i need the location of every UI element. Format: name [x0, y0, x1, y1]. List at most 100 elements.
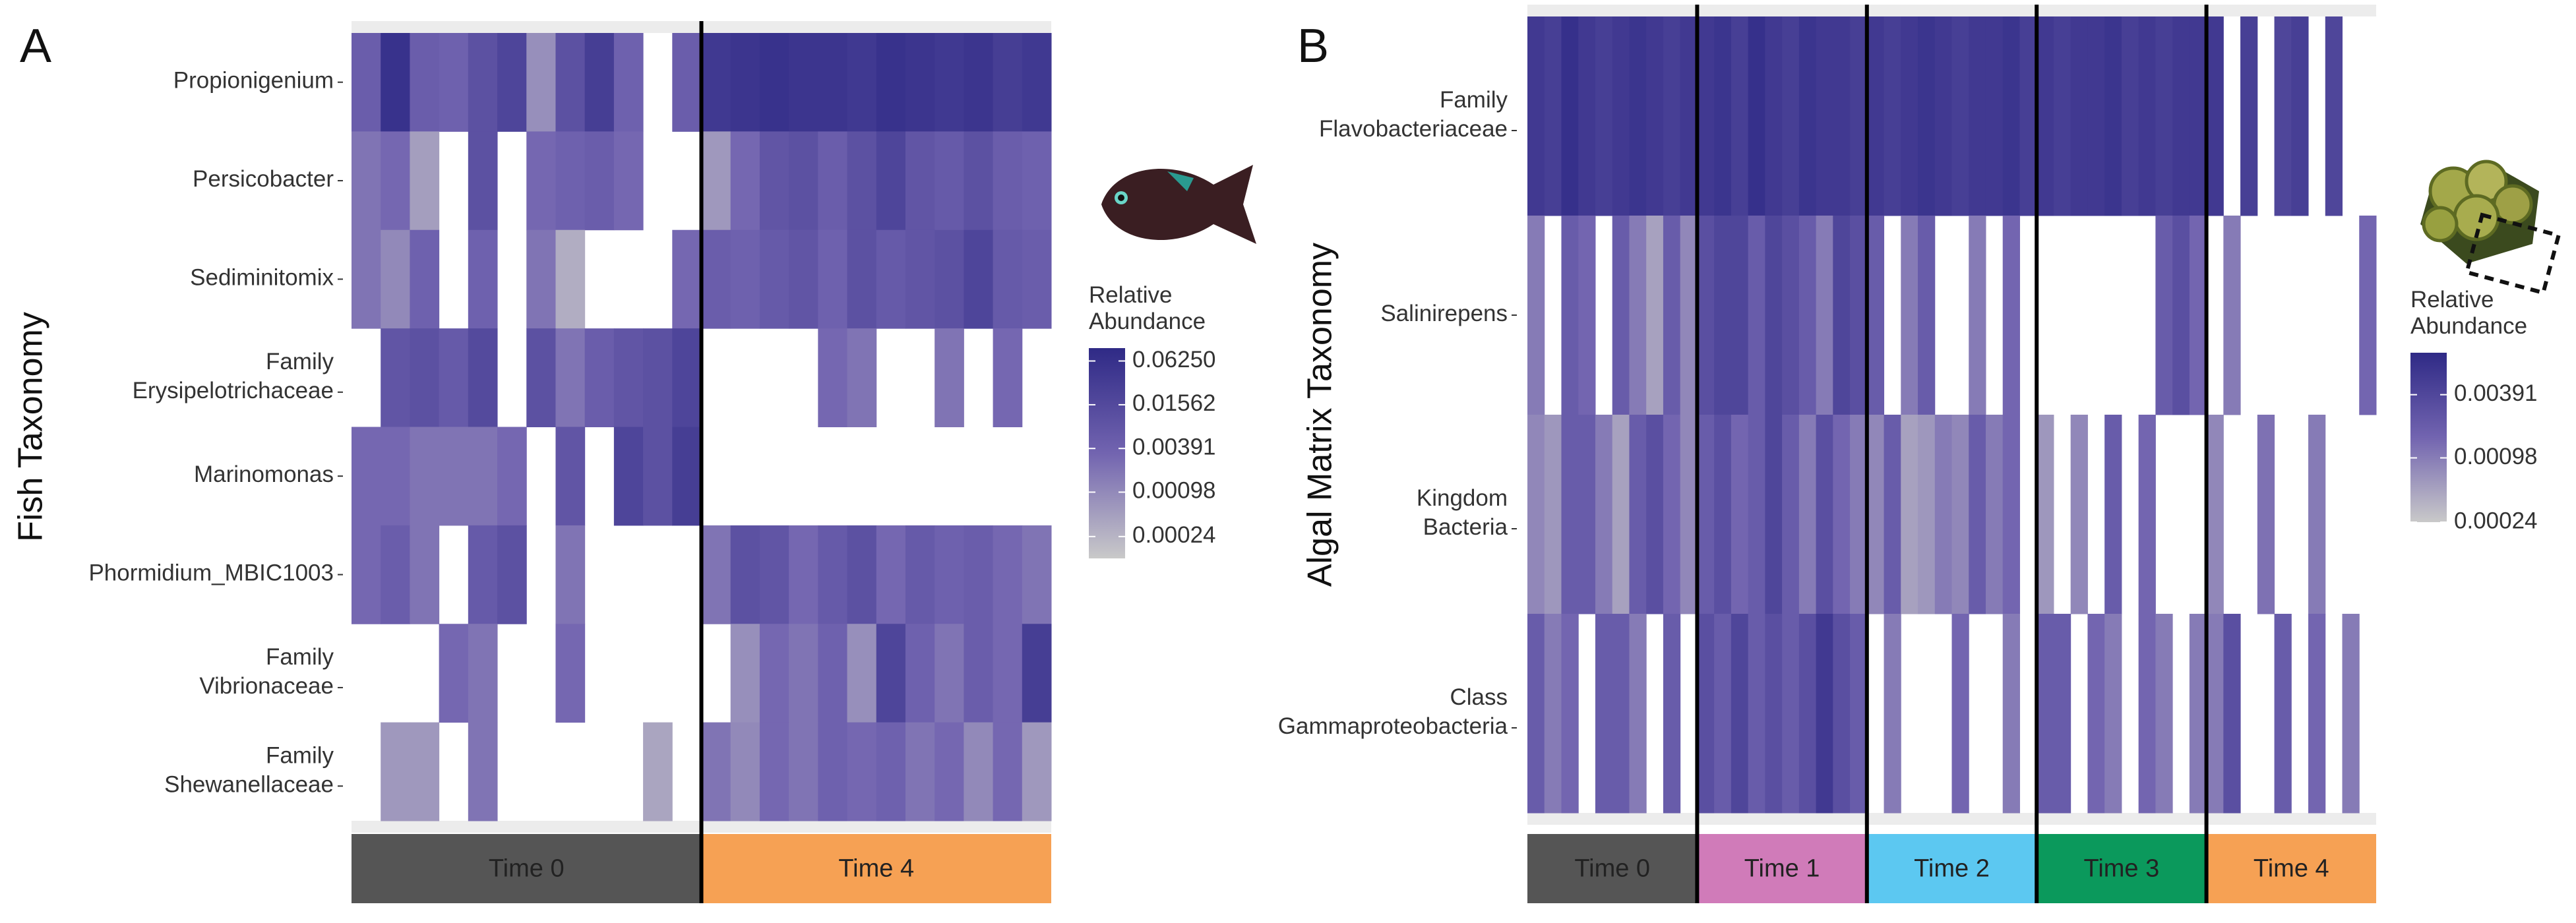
legend-bar [2410, 353, 2447, 522]
heat-cell [2240, 16, 2258, 216]
heat-cell [1816, 216, 1833, 415]
heat-cell [613, 328, 644, 427]
heat-cell [410, 427, 440, 526]
heat-cell [1022, 229, 1052, 329]
heat-cell [847, 525, 877, 624]
heat-cell [993, 131, 1023, 231]
heat-cell [1646, 216, 1664, 415]
heat-cell [759, 131, 789, 231]
fish-icon [1101, 165, 1256, 244]
heat-cell [352, 427, 381, 526]
heat-cell [497, 427, 527, 526]
heat-cell [876, 33, 906, 132]
heat-cell [2291, 16, 2309, 216]
row-label-line: Propionigenium [173, 68, 334, 94]
row-label-line: Family [1440, 87, 1508, 113]
heat-cell [964, 131, 994, 231]
heat-cell [2155, 216, 2173, 415]
row-label-line: Erysipelotrichaceae [133, 378, 334, 403]
heat-cell [643, 427, 673, 526]
legend-tick-label: 0.01562 [1132, 390, 1216, 416]
heat-cell [2019, 16, 2037, 216]
heat-cell [1918, 415, 1936, 614]
algae-icon [2420, 160, 2561, 295]
heat-cell [381, 722, 410, 821]
heat-cell [1646, 415, 1664, 614]
heat-cell [1544, 415, 1562, 614]
heat-cell [789, 33, 818, 132]
heat-cell [352, 229, 381, 329]
legend-tick-label: 0.00391 [1132, 434, 1216, 460]
row-label: Family Erysipelotrichaceae [133, 349, 334, 403]
heat-cell [381, 328, 410, 427]
heat-cell [1663, 614, 1681, 814]
row-label-line: Shewanellaceae [164, 772, 334, 798]
heat-cell [2274, 16, 2292, 216]
heat-cell [1748, 614, 1765, 814]
heat-cell [2037, 614, 2054, 814]
heat-cell [2274, 614, 2292, 814]
heat-cell [701, 525, 731, 624]
panel-letter: B [1297, 20, 1329, 73]
heat-cell [935, 229, 964, 329]
heat-cell [526, 33, 556, 132]
heat-cell [1697, 614, 1715, 814]
heat-cell [789, 722, 818, 821]
heat-cell [730, 229, 760, 329]
heat-cell [410, 33, 440, 132]
heat-cell [555, 328, 586, 427]
heat-cell [905, 722, 935, 821]
legend-tick-label: 0.00098 [2454, 444, 2538, 469]
group-label: Time 4 [838, 855, 914, 883]
heat-cell [468, 131, 498, 231]
heat-cell [1612, 216, 1630, 415]
heat-cell [1850, 614, 1868, 814]
heat-cell [1646, 16, 1664, 216]
heat-cell [730, 624, 760, 723]
heat-cell [2189, 16, 2207, 216]
heat-cell [2053, 16, 2071, 216]
heat-cell [789, 525, 818, 624]
heat-cell [2325, 16, 2343, 216]
y-axis-title: Fish Taxonomy [12, 312, 50, 542]
heat-cell [1680, 16, 1698, 216]
heat-cell [1765, 16, 1783, 216]
heat-cell [1782, 16, 1800, 216]
heat-cell [1595, 16, 1613, 216]
legend-tick-label: 0.06250 [1132, 347, 1216, 372]
row-label-line: Family [266, 644, 334, 670]
heat-cell [410, 525, 440, 624]
group-label: Time 4 [2254, 855, 2329, 883]
heat-cell [410, 328, 440, 427]
heat-cell [730, 131, 760, 231]
heat-cell [2104, 16, 2122, 216]
legend-title-line: Abundance [1089, 309, 1206, 334]
heat-cell [876, 624, 906, 723]
heat-cell [1969, 16, 1986, 216]
heat-cell [2138, 16, 2156, 216]
heat-cell [1765, 216, 1783, 415]
heat-cell [439, 624, 469, 723]
heat-cell [701, 33, 731, 132]
heat-cell [1714, 16, 1732, 216]
heat-cell [935, 131, 964, 231]
heat-cell [1816, 614, 1833, 814]
heat-cell [2342, 614, 2360, 814]
heat-cell [759, 722, 789, 821]
row-label-line: Bacteria [1423, 514, 1508, 540]
row-label: Phormidium_MBIC1003 [88, 560, 334, 586]
heat-cell [352, 131, 381, 231]
legend-title-line: Abundance [2410, 313, 2527, 339]
heat-cell [2087, 614, 2105, 814]
heat-cell [497, 33, 527, 132]
heat-cell [526, 328, 556, 427]
legend-title: Relative Abundance [1089, 282, 1206, 334]
heat-cell [410, 722, 440, 821]
heat-cell [1544, 614, 1562, 814]
heat-cell [818, 525, 848, 624]
heat-cell [993, 229, 1023, 329]
heat-cell [1850, 415, 1868, 614]
heat-cell [1612, 415, 1630, 614]
heat-cell [1595, 415, 1613, 614]
